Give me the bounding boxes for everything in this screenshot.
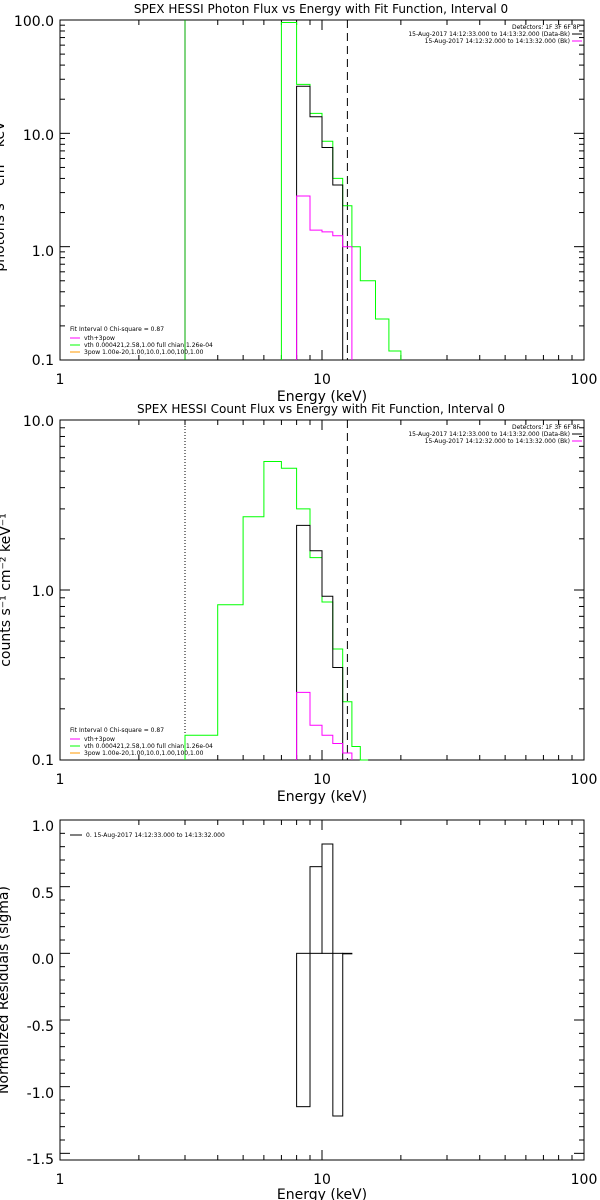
residual-bar xyxy=(321,843,334,954)
photon-xtick-1: 1 xyxy=(56,372,65,388)
resid-legend: 0. 15-Aug-2017 14:12:33.000 to 14:13:32.… xyxy=(70,832,225,839)
residual-bar xyxy=(342,952,353,955)
photon-fit-legend: Fit Interval 0 Chi-square = 0.87 vth+3po… xyxy=(70,326,213,356)
residual-bar xyxy=(309,866,323,954)
photon-ytick-2: 10.0 xyxy=(23,128,54,144)
count-detectors-text: Detectors: 1F 3F 6F 8F xyxy=(512,424,581,431)
series-step-0 xyxy=(184,461,369,761)
count-xtick-1: 1 xyxy=(56,772,65,788)
residual-bar xyxy=(332,952,344,1117)
photon-legend-total: vth+3pow xyxy=(84,335,115,342)
count-ytick-1: 1.0 xyxy=(32,584,54,600)
count-legend-3pow: 3pow 1.00e-20,1.00,10.0,1.00,100,1.00 xyxy=(84,750,204,757)
resid-xtick-1: 1 xyxy=(56,1172,65,1188)
count-panel-title: SPEX HESSI Count Flux vs Energy with Fit… xyxy=(137,402,505,416)
resid-ytick-2: -0.5 xyxy=(27,1019,54,1035)
photon-legend-vth: vth 0.000421,2.58,1.00 full chian 1.26e-… xyxy=(84,342,213,349)
count-bk-interval-text: 15-Aug-2017 14:12:32.000 to 14:13:32.000… xyxy=(425,438,570,445)
resid-xtick-100: 100 xyxy=(571,1172,598,1188)
residuals-panel: -1.5 -1.0 -0.5 0.0 0.5 1.0 1 10 100 Ener… xyxy=(0,819,597,1200)
series-step-2 xyxy=(296,691,353,760)
count-fit-interval-text: Fit Interval 0 Chi-square = 0.87 xyxy=(70,727,164,734)
photon-xtick-100: 100 xyxy=(571,372,598,388)
photon-header-right: Detectors: 1F 3F 6F 8F 15-Aug-2017 14:12… xyxy=(408,24,582,45)
count-fit-legend: Fit Interval 0 Chi-square = 0.87 vth+3po… xyxy=(70,727,213,757)
photon-ytick-3: 100.0 xyxy=(14,14,54,30)
photon-xaxis-label: Energy (keV) xyxy=(277,389,367,405)
count-legend-vth: vth 0.000421,2.58,1.00 full chian 1.26e-… xyxy=(84,743,213,750)
photon-fit-interval-text: Fit Interval 0 Chi-square = 0.87 xyxy=(70,326,164,333)
resid-xaxis-label: Energy (keV) xyxy=(277,1187,367,1200)
photon-legend-3pow: 3pow 1.00e-20,1.00,10.0,1.00,100,1.00 xyxy=(84,349,204,356)
photon-ytick-1: 1.0 xyxy=(32,244,54,260)
series-step-1 xyxy=(296,85,344,360)
count-flux-panel: SPEX HESSI Count Flux vs Energy with Fit… xyxy=(0,402,597,805)
photon-ytick-0: 0.1 xyxy=(32,353,54,369)
photon-flux-panel: SPEX HESSI Photon Flux vs Energy with Fi… xyxy=(0,2,597,405)
resid-yaxis-label: Normalized Residuals (sigma) xyxy=(0,886,12,1094)
series-step-0 xyxy=(280,22,402,360)
photon-panel-title: SPEX HESSI Photon Flux vs Energy with Fi… xyxy=(134,2,508,16)
count-yaxis-label: counts s⁻¹ cm⁻² keV⁻¹ xyxy=(0,513,14,667)
count-ytick-2: 10.0 xyxy=(23,414,54,430)
resid-xtick-10: 10 xyxy=(313,1172,331,1188)
count-legend-total: vth+3pow xyxy=(84,736,115,743)
resid-ytick-4: 0.5 xyxy=(32,886,54,902)
photon-yaxis-label: photons s⁻¹ cm⁻² keV⁻¹ xyxy=(0,108,8,271)
count-xtick-100: 100 xyxy=(571,772,598,788)
resid-ytick-1: -1.0 xyxy=(27,1086,54,1102)
photon-bk-interval-text: 15-Aug-2017 14:12:32.000 to 14:13:32.000… xyxy=(425,38,570,45)
photon-plot-frame xyxy=(59,19,585,361)
series-step-1 xyxy=(296,524,344,760)
count-ytick-0: 0.1 xyxy=(32,753,54,769)
resid-ytick-3: 0.0 xyxy=(32,952,54,968)
resid-ytick-5: 1.0 xyxy=(32,819,54,835)
resid-legend-text: 0. 15-Aug-2017 14:12:33.000 to 14:13:32.… xyxy=(86,832,225,839)
residual-bar xyxy=(296,952,311,1108)
photon-detectors-text: Detectors: 1F 3F 6F 8F xyxy=(512,24,581,31)
count-xtick-10: 10 xyxy=(313,772,331,788)
photon-data-interval-text: 15-Aug-2017 14:12:33.000 to 14:13:32.000… xyxy=(408,31,570,38)
count-data-interval-text: 15-Aug-2017 14:12:33.000 to 14:13:32.000… xyxy=(408,431,570,438)
count-header-right: Detectors: 1F 3F 6F 8F 15-Aug-2017 14:12… xyxy=(408,424,582,445)
series-step-2 xyxy=(296,195,353,360)
photon-xtick-10: 10 xyxy=(313,372,331,388)
count-xaxis-label: Energy (keV) xyxy=(277,789,367,805)
resid-ytick-0: -1.5 xyxy=(27,1152,54,1168)
